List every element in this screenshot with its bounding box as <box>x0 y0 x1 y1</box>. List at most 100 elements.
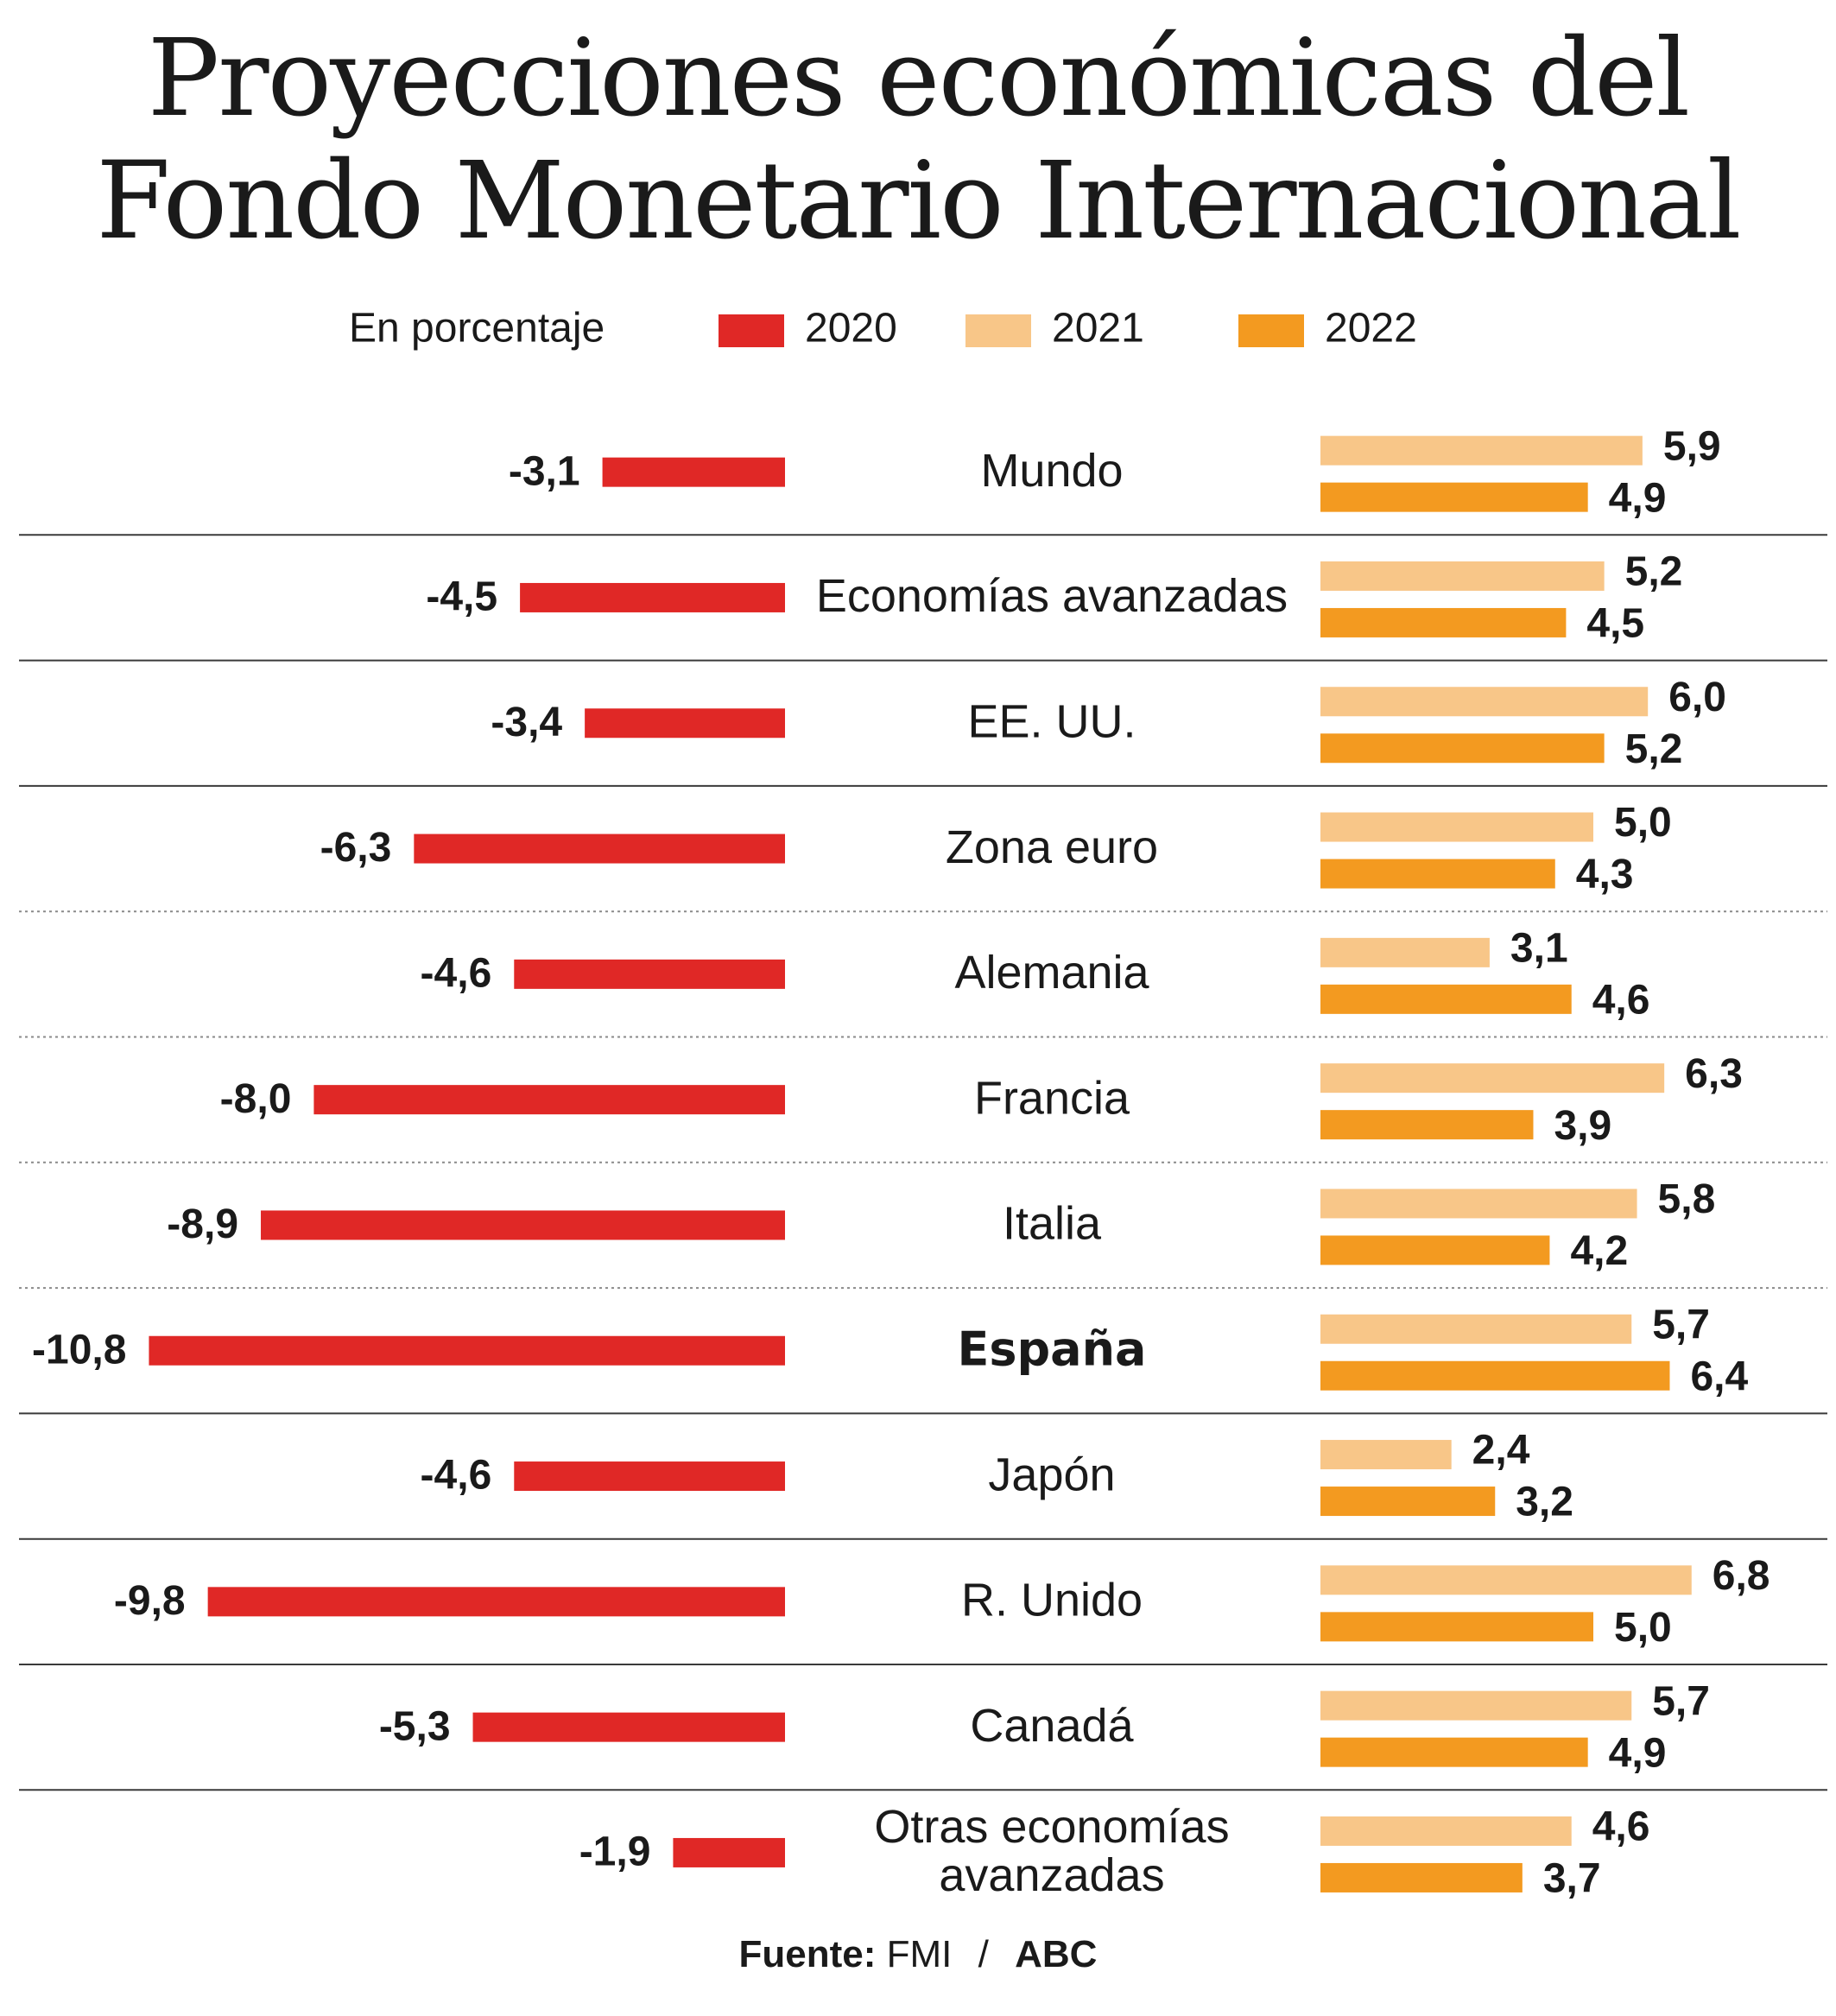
category-label: R. Unido <box>961 1575 1143 1626</box>
data-label-2021: 5,9 <box>1663 423 1721 469</box>
data-label-2020: -4,6 <box>421 1453 492 1499</box>
legend-swatch-2021 <box>965 314 1031 347</box>
bar-2021 <box>1320 1565 1692 1595</box>
bar-2022 <box>1320 1487 1496 1517</box>
bar-2021 <box>1320 561 1605 591</box>
source-separator: / <box>978 1933 989 1975</box>
category-label: Francia <box>974 1072 1130 1124</box>
source-publisher: ABC <box>1015 1933 1098 1975</box>
category-label: Canadá <box>970 1700 1134 1752</box>
bar-2020 <box>673 1837 785 1867</box>
bar-2021 <box>1320 1314 1632 1344</box>
legend-label-2020: 2020 <box>805 306 897 352</box>
data-label-2021: 5,7 <box>1652 1678 1710 1724</box>
data-label-2021: 2,4 <box>1472 1428 1530 1474</box>
bar-2021 <box>1320 937 1490 967</box>
category-label: EE. UU. <box>967 696 1136 748</box>
category-label: Japón <box>988 1449 1115 1500</box>
legend-unit-label: En porcentaje <box>349 306 605 352</box>
legend-label-2022: 2022 <box>1325 306 1417 352</box>
data-label-2020: -1,9 <box>579 1829 651 1875</box>
data-label-2022: 4,9 <box>1609 475 1667 521</box>
data-label-2020: -4,5 <box>426 574 497 620</box>
category-label: Otras economías <box>874 1801 1229 1853</box>
category-label: Italia <box>1003 1198 1102 1250</box>
data-label-2020: -8,9 <box>167 1201 238 1247</box>
data-label-2022: 3,2 <box>1516 1480 1573 1525</box>
data-label-2022: 5,2 <box>1625 726 1683 772</box>
bar-2022 <box>1320 984 1572 1014</box>
category-label: Alemania <box>954 947 1149 998</box>
data-label-2021: 5,2 <box>1625 549 1683 595</box>
chart-title-line-2: Fondo Monetario Internacional <box>96 139 1741 263</box>
bar-2020 <box>149 1335 785 1366</box>
legend-label-2021: 2021 <box>1052 306 1144 352</box>
bar-2022 <box>1320 607 1567 637</box>
category-label: España <box>957 1322 1146 1376</box>
data-label-2022: 4,2 <box>1570 1228 1628 1274</box>
bar-2021 <box>1320 1816 1572 1846</box>
data-label-2022: 4,9 <box>1609 1730 1667 1776</box>
data-label-2020: -9,8 <box>114 1578 186 1624</box>
bar-2022 <box>1320 482 1588 512</box>
bar-2020 <box>414 834 785 864</box>
bar-2021 <box>1320 1189 1637 1219</box>
bar-2021 <box>1320 687 1649 717</box>
data-label-2020: -5,3 <box>379 1703 451 1749</box>
chart-title-line-1: Proyecciones económicas del <box>147 16 1690 141</box>
bar-2020 <box>261 1210 785 1240</box>
data-label-2021: 6,0 <box>1668 675 1726 720</box>
bar-2021 <box>1320 1690 1632 1721</box>
data-label-2022: 6,4 <box>1690 1354 1748 1399</box>
data-label-2020: -6,3 <box>320 825 392 871</box>
source-label: Fuente: <box>738 1933 877 1975</box>
data-label-2021: 6,3 <box>1685 1051 1743 1097</box>
data-label-2021: 6,8 <box>1713 1553 1770 1599</box>
data-label-2020: -4,6 <box>421 951 492 997</box>
source-note: Fuente: FMI / ABC <box>0 1933 1836 1976</box>
bar-2020 <box>472 1712 785 1742</box>
bar-2022 <box>1320 1360 1670 1391</box>
data-label-2022: 3,9 <box>1554 1103 1611 1149</box>
data-label-2022: 3,7 <box>1543 1856 1601 1902</box>
data-label-2020: -3,1 <box>509 448 580 494</box>
bar-2020 <box>585 708 785 739</box>
data-label-2021: 5,8 <box>1658 1176 1716 1222</box>
data-label-2021: 5,0 <box>1614 800 1672 846</box>
chart-title: Proyecciones económicas del Fondo Moneta… <box>0 17 1836 263</box>
data-label-2022: 5,0 <box>1614 1605 1672 1651</box>
bar-2020 <box>514 1461 785 1492</box>
data-label-2021: 5,7 <box>1652 1302 1710 1347</box>
source-org: FMI <box>886 1933 953 1975</box>
data-label-2020: -8,0 <box>220 1076 292 1122</box>
bar-2021 <box>1320 1440 1452 1470</box>
data-label-2021: 3,1 <box>1510 926 1568 972</box>
bar-2020 <box>602 457 785 487</box>
category-label: Mundo <box>980 445 1123 497</box>
bar-2020 <box>514 959 785 989</box>
category-label: avanzadas <box>939 1849 1164 1901</box>
bar-2021 <box>1320 1063 1665 1094</box>
bar-2020 <box>207 1587 785 1617</box>
data-label-2021: 4,6 <box>1592 1804 1650 1850</box>
category-label: Zona euro <box>946 821 1158 873</box>
data-label-2022: 4,6 <box>1592 978 1650 1024</box>
bar-2021 <box>1320 812 1593 842</box>
data-label-2022: 4,5 <box>1586 601 1644 647</box>
bar-2021 <box>1320 435 1643 466</box>
bar-2020 <box>313 1085 785 1115</box>
bar-2022 <box>1320 733 1605 764</box>
category-label: Economías avanzadas <box>816 570 1288 622</box>
data-label-2020: -10,8 <box>32 1327 126 1373</box>
bar-2022 <box>1320 1862 1523 1892</box>
bar-2020 <box>520 582 785 612</box>
bar-2022 <box>1320 1737 1588 1767</box>
bar-2022 <box>1320 1110 1534 1140</box>
legend-swatch-2022 <box>1238 314 1304 347</box>
bar-2022 <box>1320 1235 1550 1265</box>
data-label-2022: 4,3 <box>1576 852 1634 897</box>
legend-swatch-2020 <box>719 314 784 347</box>
bar-2022 <box>1320 859 1555 889</box>
data-label-2020: -3,4 <box>491 700 562 745</box>
